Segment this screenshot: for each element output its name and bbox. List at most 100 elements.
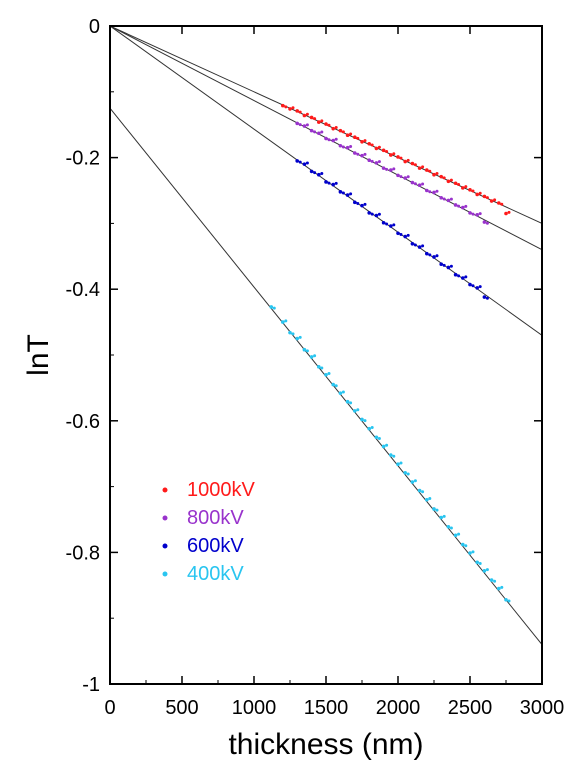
legend-label-400kV: 400kV <box>187 563 244 585</box>
data-point <box>464 544 468 548</box>
data-point <box>468 188 472 192</box>
data-point <box>345 193 350 197</box>
data-point <box>295 109 300 113</box>
data-point <box>298 110 302 114</box>
legend-marker-1000kV <box>162 487 168 493</box>
data-point <box>334 125 338 129</box>
data-point <box>309 115 314 120</box>
data-point <box>475 213 480 217</box>
data-points <box>269 103 511 603</box>
data-point <box>360 417 364 422</box>
legend-label-1000kV: 1000kV <box>187 479 255 501</box>
y-axis-title: lnT <box>22 334 55 376</box>
data-point <box>410 480 415 484</box>
data-point <box>360 153 364 158</box>
y-tick-label: -0.6 <box>66 411 100 433</box>
data-point <box>349 401 353 405</box>
data-point <box>435 508 439 512</box>
legend-marker-600kV <box>162 543 168 549</box>
data-point <box>413 182 417 186</box>
data-point <box>457 204 461 208</box>
data-point <box>442 197 446 201</box>
legend-marker-400kV <box>162 571 168 577</box>
data-point <box>377 212 381 216</box>
data-point <box>295 336 300 341</box>
data-point <box>367 141 372 146</box>
x-axis-title: thickness (nm) <box>228 728 423 761</box>
data-point <box>298 123 302 127</box>
data-point <box>353 135 357 140</box>
data-point <box>442 176 446 180</box>
data-point <box>349 145 353 149</box>
data-point <box>403 176 408 180</box>
data-point <box>500 202 504 206</box>
data-point <box>457 182 461 186</box>
y-tick-label: -0.8 <box>66 542 100 564</box>
y-axis-ticks: 0 -0.2 -0.4 -0.6 -0.8 -1 <box>66 16 542 696</box>
x-tick-label: 0 <box>104 697 115 719</box>
data-point <box>295 159 300 163</box>
x-tick-label: 1500 <box>304 697 349 719</box>
data-point <box>457 532 461 536</box>
data-point <box>363 139 367 143</box>
data-point <box>338 190 343 194</box>
data-point <box>428 169 432 173</box>
data-point <box>475 286 480 290</box>
data-point <box>478 285 482 289</box>
data-point <box>471 212 475 216</box>
data-point <box>360 203 364 208</box>
data-point <box>392 167 396 171</box>
data-point <box>389 224 393 228</box>
data-point <box>392 454 396 458</box>
data-point <box>471 284 475 288</box>
data-point <box>317 172 321 177</box>
data-point <box>449 526 453 530</box>
data-point <box>425 497 429 502</box>
data-point <box>389 153 393 157</box>
data-point <box>338 128 343 133</box>
data-point <box>425 168 429 172</box>
data-point <box>392 152 396 156</box>
data-point <box>349 192 353 196</box>
data-point <box>421 490 425 494</box>
data-point <box>439 195 444 200</box>
data-point <box>453 181 458 186</box>
data-point <box>461 542 465 547</box>
data-point <box>327 123 331 127</box>
data-point <box>399 156 403 160</box>
data-point <box>446 265 451 270</box>
data-point <box>374 146 379 151</box>
data-point <box>421 182 425 186</box>
data-point <box>485 568 489 572</box>
data-point <box>417 183 422 188</box>
data-point <box>432 507 436 511</box>
series-400kV <box>269 305 511 603</box>
data-point <box>428 253 432 257</box>
data-point <box>428 190 432 194</box>
data-point <box>389 168 393 172</box>
data-point <box>367 426 372 431</box>
data-point <box>331 126 336 131</box>
data-point <box>446 524 451 529</box>
data-point <box>461 276 465 280</box>
data-point <box>356 136 360 140</box>
data-point <box>367 211 372 215</box>
data-point <box>435 189 439 193</box>
data-point <box>331 382 336 387</box>
data-point <box>291 106 295 110</box>
data-point <box>442 263 446 267</box>
data-point <box>461 205 465 210</box>
data-point <box>341 390 345 394</box>
legend-label-800kV: 800kV <box>187 507 244 529</box>
data-point <box>377 160 381 164</box>
data-point <box>295 121 300 126</box>
data-point <box>457 274 461 278</box>
data-point <box>363 152 367 156</box>
data-point <box>482 569 487 573</box>
data-point <box>468 211 472 215</box>
data-point <box>331 138 336 143</box>
data-point <box>406 472 410 476</box>
data-point <box>482 295 487 299</box>
series-800kV <box>295 121 489 225</box>
